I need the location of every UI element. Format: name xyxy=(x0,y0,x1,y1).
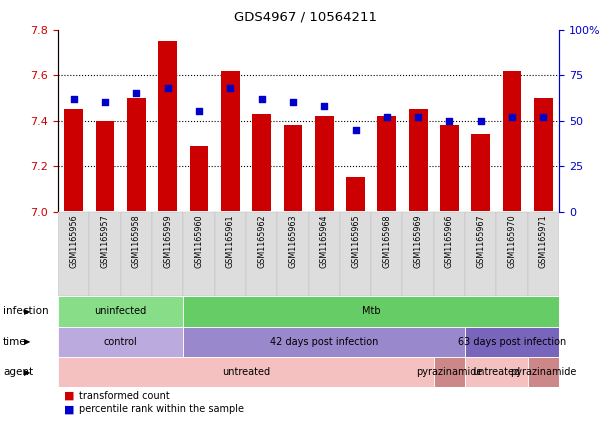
Text: GSM1165961: GSM1165961 xyxy=(226,214,235,267)
Text: GSM1165970: GSM1165970 xyxy=(508,214,516,268)
Bar xyxy=(183,296,559,327)
Text: GSM1165957: GSM1165957 xyxy=(101,214,109,268)
Text: infection: infection xyxy=(3,306,49,316)
Bar xyxy=(440,125,459,212)
Bar xyxy=(409,109,428,212)
Text: untreated: untreated xyxy=(472,367,521,377)
Bar xyxy=(309,212,340,296)
Text: Mtb: Mtb xyxy=(362,306,381,316)
Text: GDS4967 / 10564211: GDS4967 / 10564211 xyxy=(234,11,377,24)
Text: untreated: untreated xyxy=(222,367,270,377)
Point xyxy=(445,117,455,124)
Bar xyxy=(465,357,528,387)
Text: GSM1165960: GSM1165960 xyxy=(194,214,203,267)
Text: GSM1165968: GSM1165968 xyxy=(382,214,391,267)
Bar xyxy=(58,212,89,296)
Text: GSM1165963: GSM1165963 xyxy=(288,214,298,267)
Bar xyxy=(64,109,83,212)
Bar xyxy=(528,212,559,296)
Text: time: time xyxy=(3,337,27,347)
Point xyxy=(538,113,548,120)
Point xyxy=(382,113,392,120)
Text: GSM1165965: GSM1165965 xyxy=(351,214,360,268)
Bar xyxy=(340,212,371,296)
Point xyxy=(257,95,266,102)
Text: 42 days post infection: 42 days post infection xyxy=(270,337,378,347)
Bar xyxy=(465,327,559,357)
Bar xyxy=(434,212,465,296)
Text: GSM1165959: GSM1165959 xyxy=(163,214,172,268)
Bar xyxy=(121,212,152,296)
Bar xyxy=(183,327,465,357)
Point xyxy=(194,108,204,115)
Bar xyxy=(315,116,334,212)
Bar xyxy=(252,114,271,212)
Text: GSM1165964: GSM1165964 xyxy=(320,214,329,267)
Bar xyxy=(403,212,434,296)
Bar xyxy=(158,41,177,212)
Bar xyxy=(378,116,396,212)
Point xyxy=(100,99,110,106)
Text: uninfected: uninfected xyxy=(95,306,147,316)
Bar xyxy=(221,71,240,212)
Bar xyxy=(465,212,497,296)
Bar xyxy=(58,327,183,357)
Text: transformed count: transformed count xyxy=(79,390,170,401)
Point xyxy=(351,126,360,133)
Text: GSM1165958: GSM1165958 xyxy=(132,214,141,268)
Text: GSM1165966: GSM1165966 xyxy=(445,214,454,267)
Bar xyxy=(183,212,214,296)
Bar xyxy=(89,212,121,296)
Bar xyxy=(189,146,208,212)
Bar xyxy=(95,121,114,212)
Point xyxy=(320,103,329,110)
Bar xyxy=(346,177,365,212)
Bar xyxy=(284,125,302,212)
Bar xyxy=(277,212,309,296)
Point xyxy=(476,117,486,124)
Text: GSM1165962: GSM1165962 xyxy=(257,214,266,268)
Text: percentile rank within the sample: percentile rank within the sample xyxy=(79,404,244,415)
Text: ▶: ▶ xyxy=(24,368,31,377)
Text: 63 days post infection: 63 days post infection xyxy=(458,337,566,347)
Bar xyxy=(434,357,465,387)
Text: ▶: ▶ xyxy=(24,307,31,316)
Point xyxy=(163,85,172,91)
Text: control: control xyxy=(104,337,137,347)
Bar xyxy=(371,212,403,296)
Bar xyxy=(472,134,490,212)
Text: GSM1165956: GSM1165956 xyxy=(69,214,78,268)
Bar xyxy=(58,296,183,327)
Bar xyxy=(534,98,553,212)
Bar xyxy=(496,212,528,296)
Text: ▶: ▶ xyxy=(24,337,31,346)
Text: ■: ■ xyxy=(64,390,75,401)
Point xyxy=(131,90,141,97)
Bar xyxy=(152,212,183,296)
Text: GSM1165967: GSM1165967 xyxy=(477,214,485,268)
Point xyxy=(413,113,423,120)
Text: pyrazinamide: pyrazinamide xyxy=(510,367,577,377)
Bar xyxy=(58,357,434,387)
Point xyxy=(288,99,298,106)
Text: pyrazinamide: pyrazinamide xyxy=(416,367,483,377)
Bar xyxy=(503,71,521,212)
Point xyxy=(69,95,79,102)
Bar xyxy=(127,98,146,212)
Text: ■: ■ xyxy=(64,404,75,415)
Bar xyxy=(528,357,559,387)
Text: GSM1165971: GSM1165971 xyxy=(539,214,548,268)
Bar xyxy=(246,212,277,296)
Text: GSM1165969: GSM1165969 xyxy=(414,214,423,268)
Text: agent: agent xyxy=(3,367,33,377)
Bar xyxy=(214,212,246,296)
Point xyxy=(507,113,517,120)
Point xyxy=(225,85,235,91)
